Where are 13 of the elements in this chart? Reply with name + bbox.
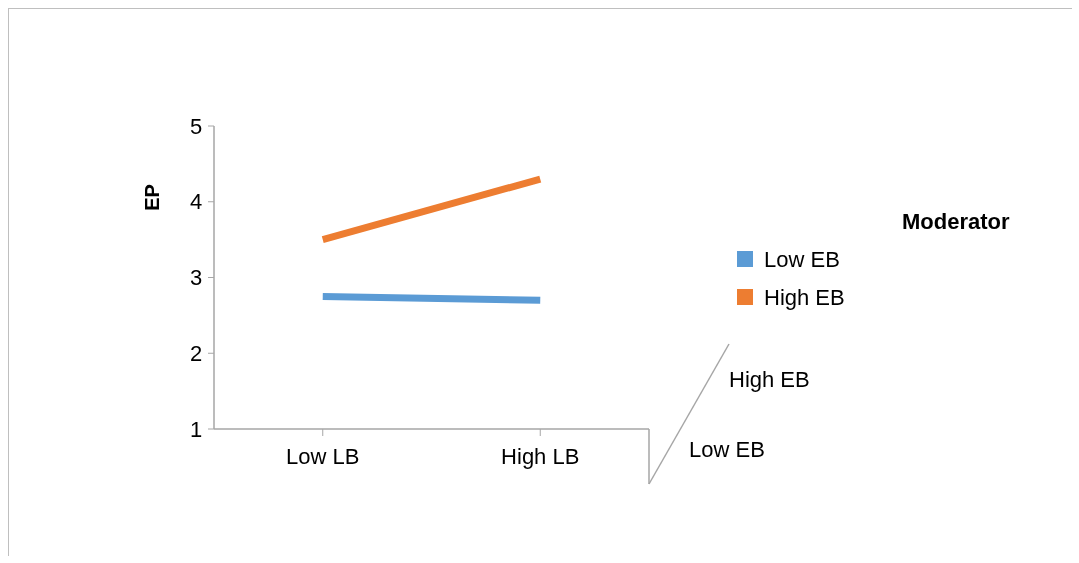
y-tick-label: 3 [189,265,203,291]
y-tick-label: 5 [189,113,203,139]
y-axis-title: EP [141,184,163,211]
text: High EB [729,367,810,392]
legend-label: High EB [764,284,845,310]
y-tick-label: 2 [189,340,203,366]
x-tick-label: High LB [501,444,580,469]
x-tick-label: Low LB [286,444,360,469]
legend-title: Moderator [902,209,1010,234]
text: Low EB [689,437,765,462]
y-tick-label: 4 [189,189,203,215]
legend-label: Low EB [764,246,840,272]
y-tick-label: 1 [189,416,203,442]
